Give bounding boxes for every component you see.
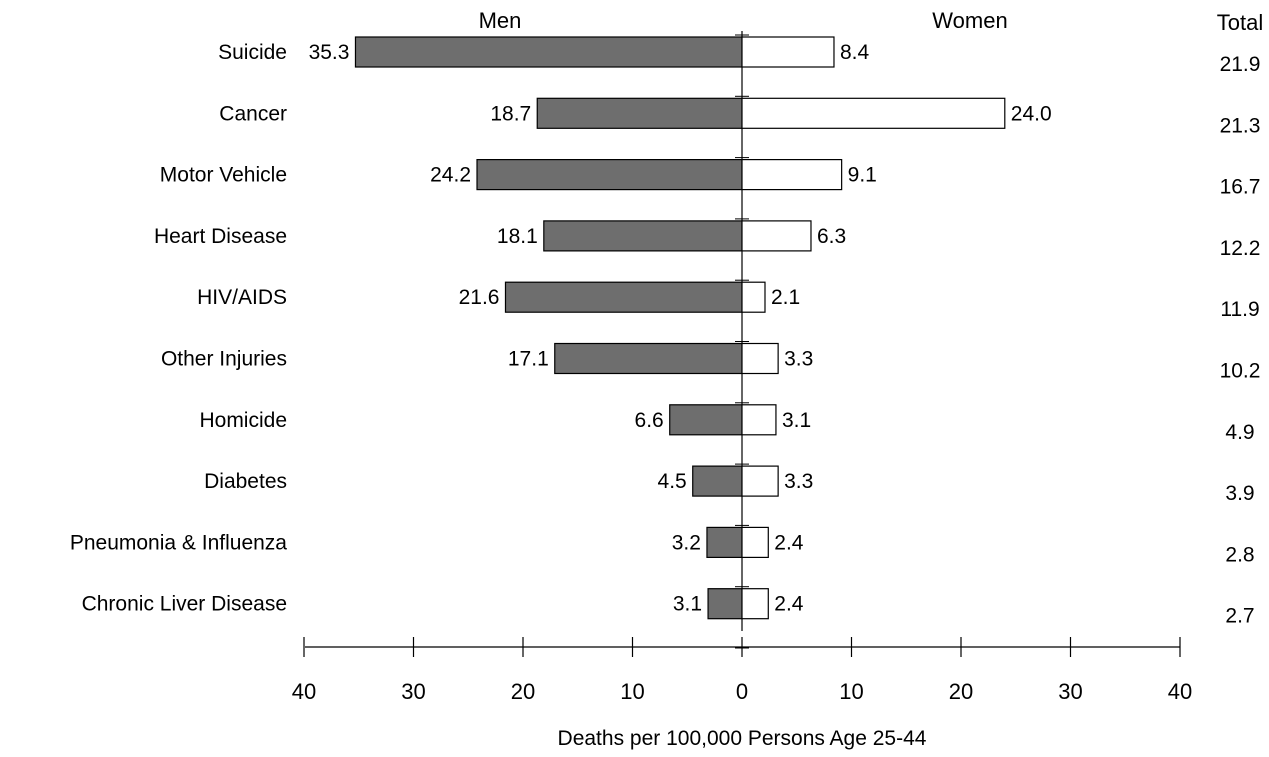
category-label-chronic-liver-disease: Chronic Liver Disease (82, 593, 287, 616)
total-value-suicide: 21.9 (1220, 53, 1261, 76)
bar-men-motor-vehicle (476, 159, 743, 191)
total-value-pneumonia-influenza: 2.8 (1225, 543, 1254, 566)
value-label-men-hiv-aids: 21.6 (459, 286, 500, 309)
series-header-women: Women (932, 8, 1007, 33)
value-label-men-heart-disease: 18.1 (497, 225, 538, 248)
value-label-men-diabetes: 4.5 (658, 470, 687, 493)
category-label-cancer: Cancer (219, 102, 287, 125)
category-label-suicide: Suicide (218, 41, 287, 64)
bar-women-homicide (741, 404, 777, 436)
value-label-women-heart-disease: 6.3 (817, 225, 846, 248)
bar-men-suicide (354, 36, 743, 68)
bar-men-chronic-liver-disease (707, 588, 743, 620)
value-label-women-pneumonia-influenza: 2.4 (774, 531, 804, 554)
category-label-pneumonia-influenza: Pneumonia & Influenza (70, 531, 287, 554)
value-label-women-chronic-liver-disease: 2.4 (774, 593, 804, 616)
bar-men-hiv-aids (504, 281, 743, 313)
category-label-other-injuries: Other Injuries (161, 348, 287, 371)
x-tick-label: 40 (1168, 679, 1192, 704)
x-tick-label: 20 (949, 679, 973, 704)
bar-men-cancer (536, 97, 743, 129)
total-value-cancer: 21.3 (1220, 114, 1261, 137)
value-label-men-other-injuries: 17.1 (508, 348, 549, 371)
bar-women-hiv-aids (741, 281, 766, 313)
bar-women-pneumonia-influenza (741, 526, 769, 559)
category-label-homicide: Homicide (199, 409, 287, 432)
x-tick-label: 10 (620, 679, 644, 704)
total-value-motor-vehicle: 16.7 (1220, 176, 1261, 199)
bar-women-heart-disease (741, 220, 812, 252)
value-label-women-suicide: 8.4 (840, 41, 870, 64)
bar-women-cancer (741, 97, 1006, 129)
value-label-women-other-injuries: 3.3 (784, 348, 813, 371)
bar-women-suicide (741, 36, 835, 68)
bar-men-diabetes (692, 465, 743, 497)
bar-men-pneumonia-influenza (706, 526, 743, 559)
total-value-diabetes: 3.9 (1225, 482, 1254, 505)
bar-women-chronic-liver-disease (741, 588, 769, 620)
value-label-men-cancer: 18.7 (490, 102, 531, 125)
x-tick-label: 40 (292, 679, 316, 704)
total-value-other-injuries: 10.2 (1220, 360, 1261, 383)
value-label-women-motor-vehicle: 9.1 (848, 164, 877, 187)
total-value-hiv-aids: 11.9 (1220, 298, 1259, 321)
value-label-men-pneumonia-influenza: 3.2 (672, 531, 701, 554)
x-axis-label: Deaths per 100,000 Persons Age 25-44 (558, 727, 927, 750)
category-label-motor-vehicle: Motor Vehicle (160, 164, 287, 187)
bar-women-other-injuries (741, 342, 779, 375)
x-tick-label: 20 (511, 679, 535, 704)
total-value-homicide: 4.9 (1225, 421, 1254, 444)
bar-women-motor-vehicle (741, 159, 843, 191)
value-label-men-motor-vehicle: 24.2 (430, 164, 471, 187)
series-header-men: Men (479, 8, 522, 33)
bar-men-heart-disease (543, 220, 743, 252)
value-label-men-suicide: 35.3 (309, 41, 350, 64)
category-label-heart-disease: Heart Disease (154, 225, 287, 248)
value-label-women-hiv-aids: 2.1 (771, 286, 800, 309)
value-label-men-chronic-liver-disease: 3.1 (673, 593, 702, 616)
bar-men-homicide (669, 404, 743, 436)
x-tick-label: 30 (1058, 679, 1082, 704)
x-tick-label: 30 (401, 679, 425, 704)
total-value-heart-disease: 12.2 (1220, 237, 1261, 260)
value-label-women-homicide: 3.1 (782, 409, 811, 432)
x-tick-label: 10 (839, 679, 863, 704)
total-value-chronic-liver-disease: 2.7 (1225, 605, 1254, 628)
value-label-women-cancer: 24.0 (1011, 102, 1052, 125)
category-label-hiv-aids: HIV/AIDS (197, 286, 287, 309)
total-header: Total (1217, 10, 1263, 35)
value-label-women-diabetes: 3.3 (784, 470, 813, 493)
x-tick-label: 0 (736, 679, 748, 704)
bar-men-other-injuries (554, 342, 743, 375)
value-label-men-homicide: 6.6 (635, 409, 664, 432)
bar-women-diabetes (741, 465, 779, 497)
category-label-diabetes: Diabetes (204, 470, 287, 493)
